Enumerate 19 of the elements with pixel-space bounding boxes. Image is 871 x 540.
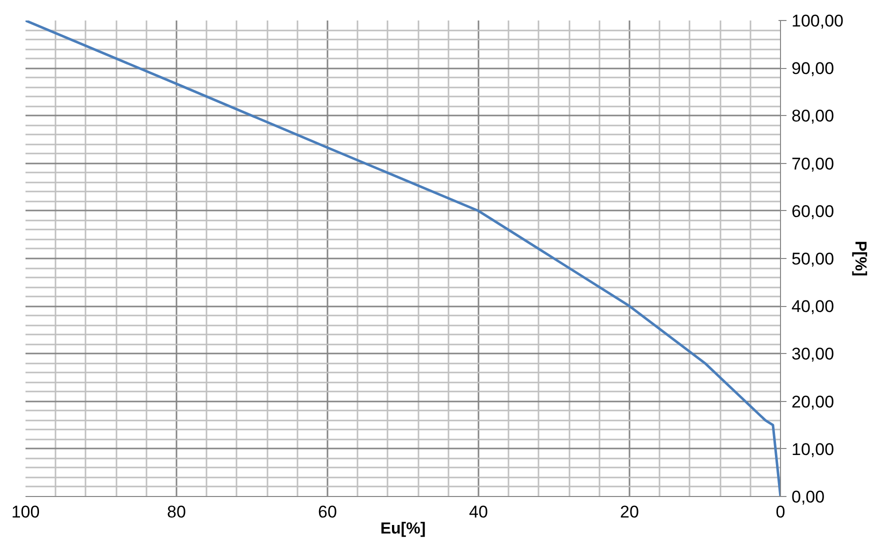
y-tick-label: 100,00 [792, 12, 844, 30]
x-tick-label: 0 [776, 502, 786, 522]
y-tick-label: 20,00 [792, 392, 834, 412]
y-tick-label: 80,00 [792, 106, 834, 126]
y-tick-label: 0,00 [792, 488, 825, 506]
x-axis-title: Eu[%] [380, 520, 426, 538]
y-axis-title: P[%] [851, 240, 868, 276]
y-tick-label: 10,00 [792, 440, 834, 459]
y-tick-label: 30,00 [792, 344, 834, 364]
y-tick-label: 50,00 [792, 250, 834, 268]
x-tick-label: 80 [167, 502, 186, 522]
x-tick-label: 20 [620, 502, 639, 522]
y-tick-label: 60,00 [792, 202, 834, 221]
x-tick-label: 40 [469, 502, 488, 522]
y-tick-label: 40,00 [792, 297, 834, 316]
y-tick-label: 90,00 [792, 59, 834, 78]
x-tick-label: 60 [318, 502, 337, 522]
y-tick-label: 70,00 [792, 154, 834, 174]
x-tick-label: 100 [11, 502, 40, 522]
